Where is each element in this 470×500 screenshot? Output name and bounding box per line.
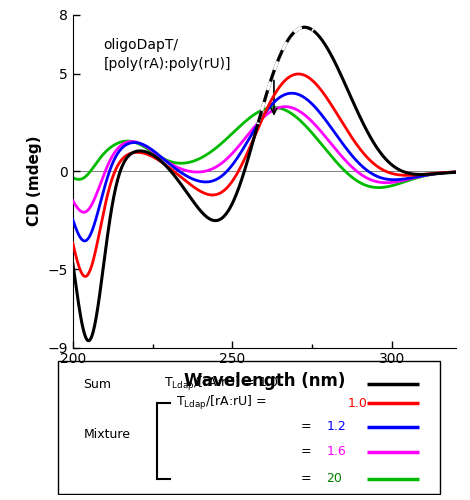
Text: 1.6: 1.6: [326, 446, 346, 458]
Text: 20: 20: [326, 472, 342, 486]
Text: Sum: Sum: [83, 378, 111, 391]
Text: $\mathregular{T_{Ldap}}$/[rA:rU] =: $\mathregular{T_{Ldap}}$/[rA:rU] =: [176, 394, 268, 412]
Text: 1.0: 1.0: [347, 396, 367, 409]
Text: Mixture: Mixture: [83, 428, 130, 441]
X-axis label: Wavelength (nm): Wavelength (nm): [184, 372, 345, 390]
Text: =: =: [301, 420, 316, 434]
Text: =: =: [301, 472, 316, 486]
Y-axis label: CD (mdeg): CD (mdeg): [27, 136, 42, 226]
Text: =: =: [301, 446, 316, 458]
Text: $\mathregular{T_{Ldap}}$/[rA:rU] = 1.0: $\mathregular{T_{Ldap}}$/[rA:rU] = 1.0: [164, 376, 279, 394]
Text: 1.2: 1.2: [326, 420, 346, 434]
Text: oligoDapT/
[poly(rA):poly(rU)]: oligoDapT/ [poly(rA):poly(rU)]: [103, 38, 231, 70]
